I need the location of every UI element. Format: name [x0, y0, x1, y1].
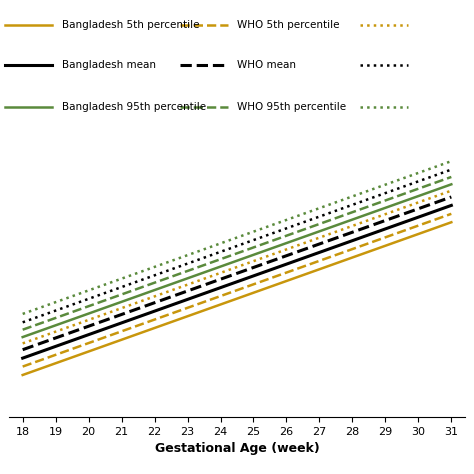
Text: Bangladesh 5th percentile: Bangladesh 5th percentile	[62, 19, 199, 30]
Text: Bangladesh mean: Bangladesh mean	[62, 60, 155, 70]
Text: Bangladesh 95th percentile: Bangladesh 95th percentile	[62, 102, 206, 112]
X-axis label: Gestational Age (week): Gestational Age (week)	[155, 442, 319, 456]
Text: WHO 5th percentile: WHO 5th percentile	[237, 19, 339, 30]
Text: WHO mean: WHO mean	[237, 60, 296, 70]
Text: WHO 95th percentile: WHO 95th percentile	[237, 102, 346, 112]
